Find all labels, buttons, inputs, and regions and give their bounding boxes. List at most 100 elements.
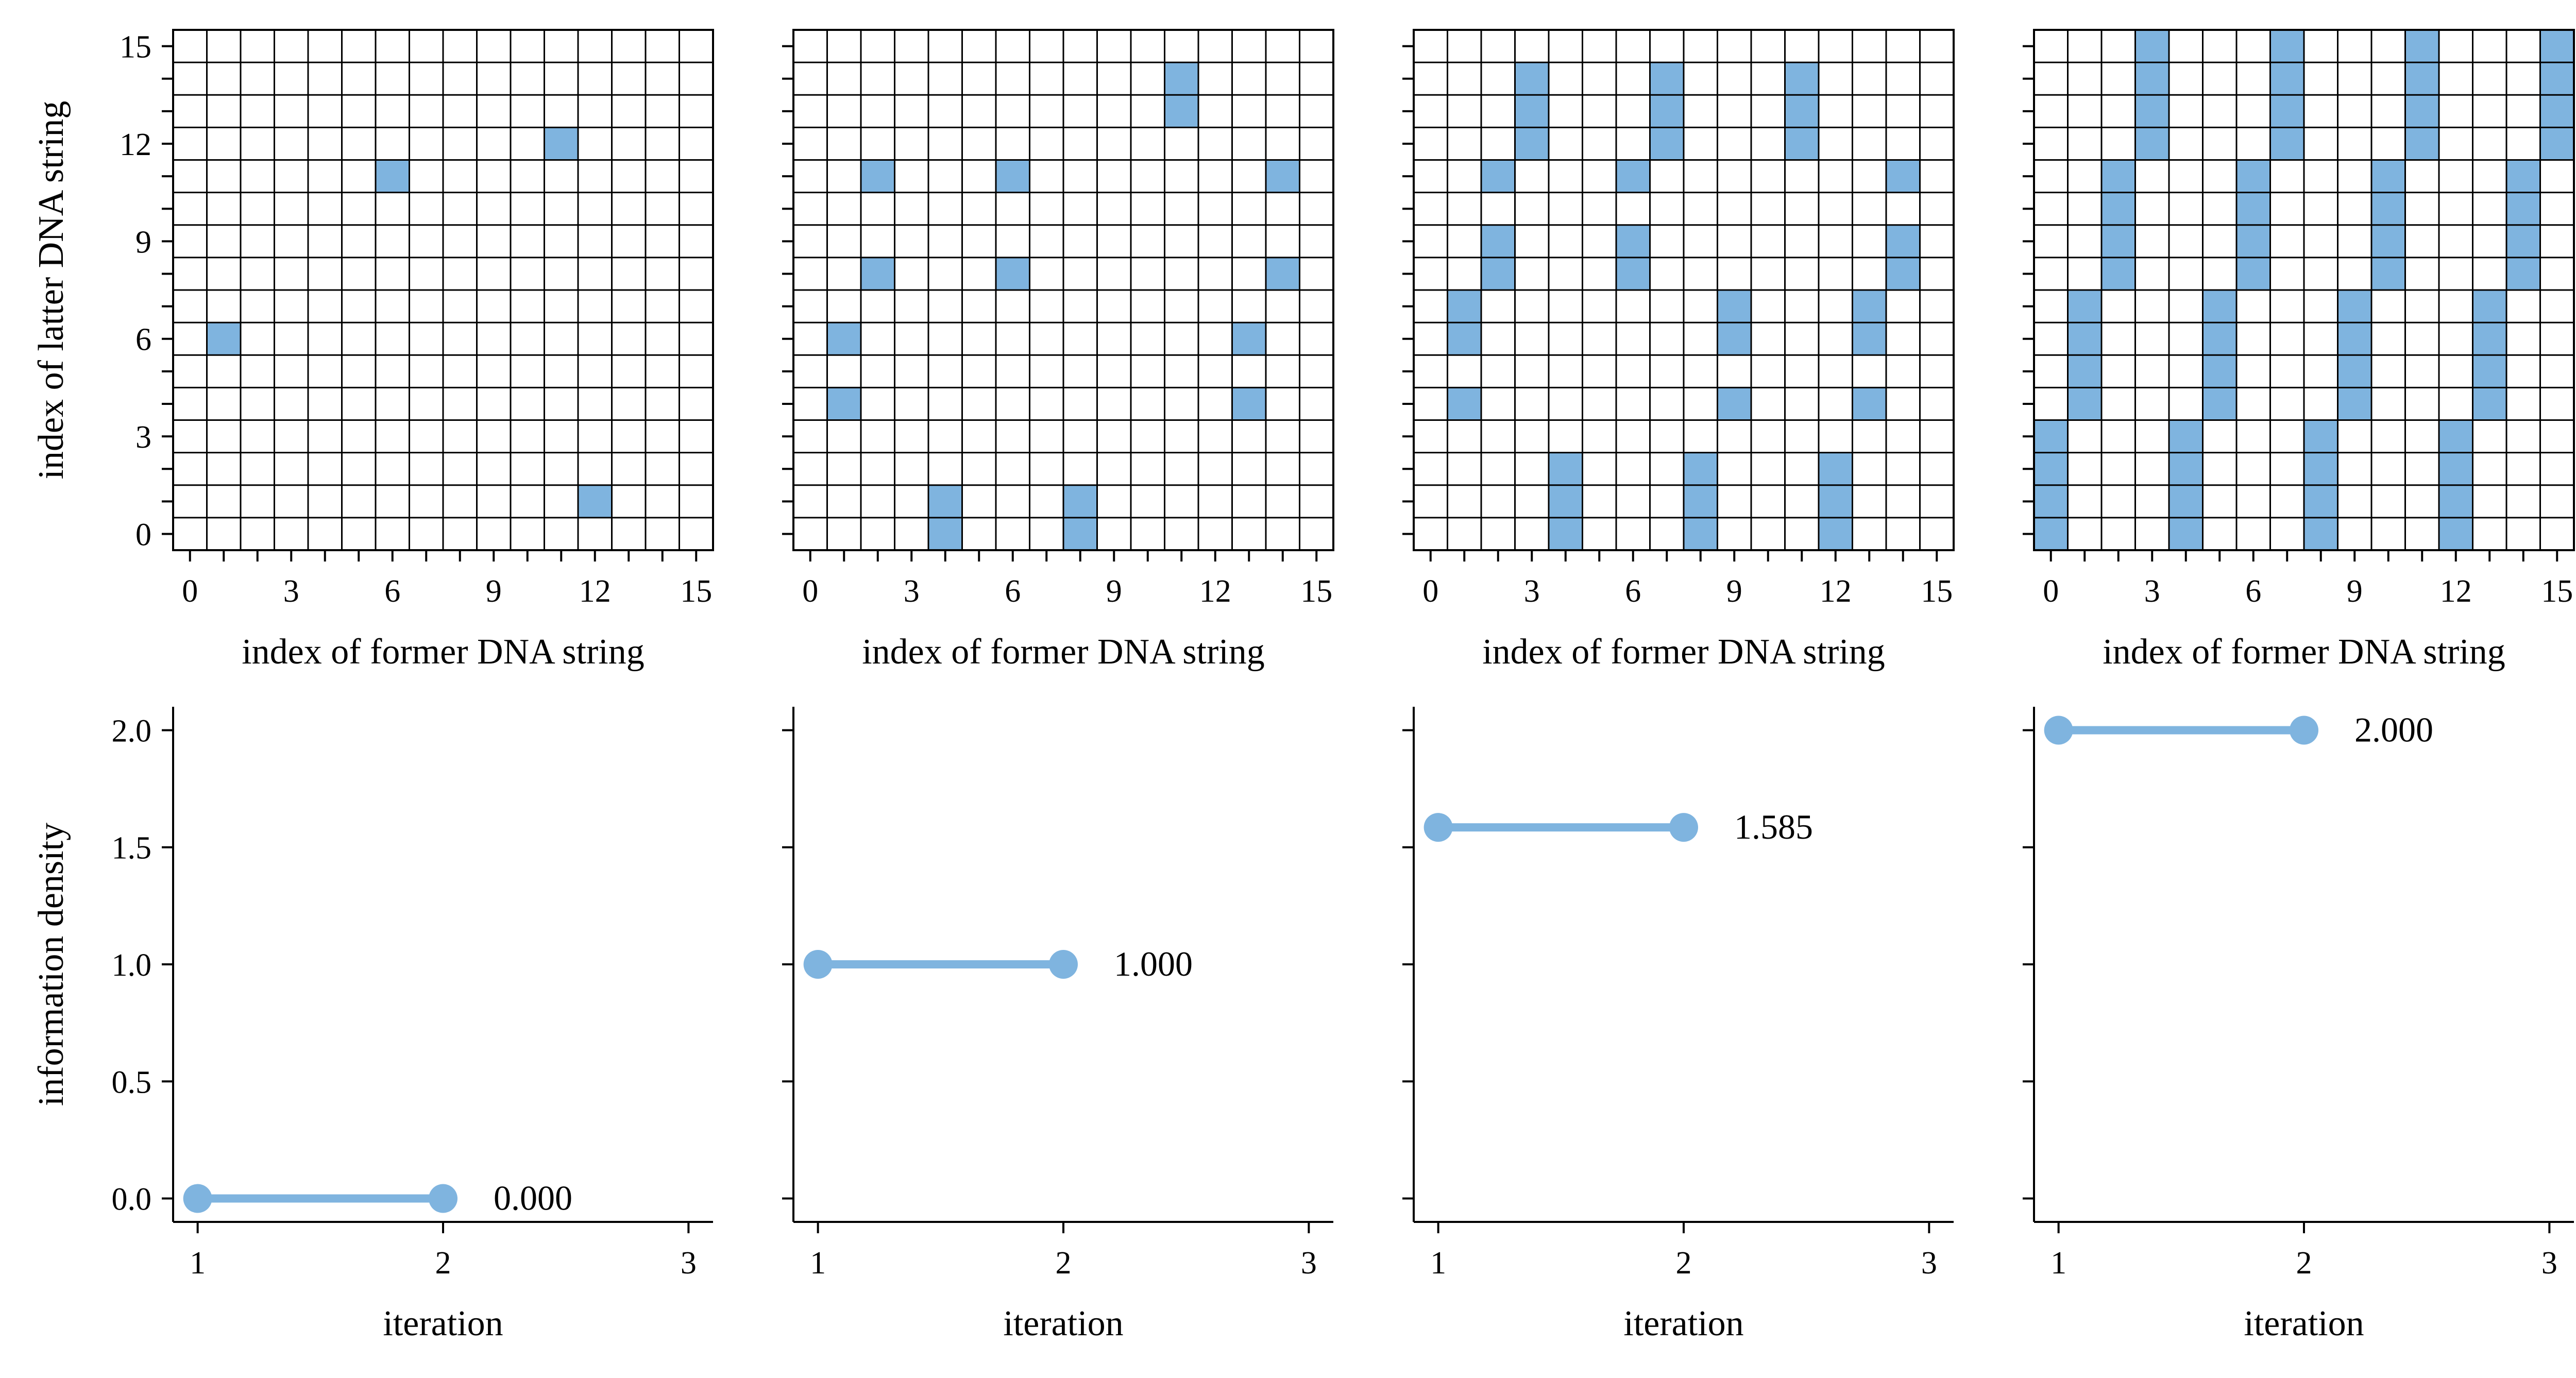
heatmap-cell [1852, 290, 1886, 323]
y-tick-label: 2.0 [112, 713, 152, 748]
x-axis-label: iteration [1003, 1304, 1123, 1343]
x-tick-label: 3 [1524, 574, 1540, 609]
heatmap-cell [1447, 290, 1481, 323]
x-axis-label: index of former DNA string [862, 632, 1265, 672]
heatmap-cell [1266, 257, 1300, 290]
heatmap-cell [2540, 30, 2574, 63]
heatmap-cell [1886, 257, 1920, 290]
heatmap-cell [1684, 485, 1718, 518]
heatmap-cell [2102, 225, 2136, 258]
heatmap-frame [2033, 29, 2575, 551]
heatmap-cell [2169, 452, 2203, 485]
heatmap-cell [2067, 355, 2102, 388]
heatmap-cell [1684, 452, 1718, 485]
x-tick-label: 6 [1625, 574, 1641, 609]
heatmap-cell [2405, 95, 2439, 128]
heatmap-cell [207, 322, 241, 355]
heatmap-cell [1717, 290, 1751, 323]
heatmap-cell [1447, 387, 1481, 420]
x-tick-label: 12 [1820, 574, 1852, 609]
heatmap-panel-3: 0 3 6 9 12 15 index of former DNA string [1402, 29, 1955, 672]
heatmap-cell [2304, 485, 2338, 518]
x-tick-label: 2 [2296, 1246, 2312, 1281]
heatmap-cell [2202, 355, 2236, 388]
line-panel-1: 1 2 3 0.0 0.5 1.0 1.5 2.0 0.000 iteration informat… [31, 707, 713, 1343]
heatmap-cell [2135, 62, 2169, 95]
heatmap-cell [2472, 290, 2506, 323]
line-panel-3: 1 2 3 1.585 iteration [1402, 707, 1954, 1343]
heatmap-cell [1616, 257, 1650, 290]
heatmap-cell [2304, 517, 2338, 550]
x-tick-label: 1 [1430, 1246, 1446, 1281]
heatmap-cell [1684, 517, 1718, 550]
heatmap-frame [792, 29, 1334, 551]
heatmap-cell [2371, 192, 2405, 225]
heatmap-cell [1549, 452, 1583, 485]
heatmap-cell [2540, 95, 2574, 128]
y-axis-label: index of latter DNA string [31, 101, 71, 480]
heatmap-cell [1549, 485, 1583, 518]
heatmap-frame [1413, 29, 1955, 551]
heatmap-cell [376, 160, 410, 193]
heatmap-cell [1717, 387, 1751, 420]
x-tick-label: 12 [2440, 574, 2472, 609]
heatmap-cell [996, 160, 1030, 193]
heatmap-cell [2371, 257, 2405, 290]
line-panel-4: 1 2 3 2.000 iteration [2023, 707, 2574, 1343]
heatmap-cell [2506, 257, 2540, 290]
heatmap-cell [2371, 225, 2405, 258]
heatmap-cell [1650, 62, 1684, 95]
heatmap-cell [1447, 322, 1481, 355]
heatmap-cell [1819, 517, 1853, 550]
y-tick-label: 1.5 [112, 831, 152, 866]
x-tick-label: 2 [1676, 1246, 1692, 1281]
x-tick-label: 12 [1199, 574, 1231, 609]
x-tick-label: 3 [2144, 574, 2160, 609]
heatmap-cell [1717, 322, 1751, 355]
x-tick-label: 9 [1106, 574, 1122, 609]
heatmap-cell [2337, 290, 2371, 323]
x-tick-label: 0 [802, 574, 818, 609]
heatmap-panel-1: 0 3 6 9 12 15 0 3 6 9 12 15 index of former DNA stri… [31, 29, 714, 672]
x-tick-label: 3 [681, 1246, 697, 1281]
heatmap-cell [1164, 62, 1198, 95]
heatmap-cell [1616, 225, 1650, 258]
y-axis-label: information density [31, 823, 71, 1106]
heatmap-cell [2034, 420, 2068, 453]
heatmap-cell [2270, 127, 2304, 160]
heatmap-panel-4: 0 3 6 9 12 15 index of former DNA string [2023, 29, 2575, 672]
x-tick-label: 9 [486, 574, 502, 609]
heatmap-cell [2202, 290, 2236, 323]
heatmap-cell [1785, 95, 1819, 128]
heatmap-cell [1515, 127, 1549, 160]
heatmap-cell [928, 517, 962, 550]
heatmap-cell [1616, 160, 1650, 193]
heatmap-cell [2169, 517, 2203, 550]
heatmap-frame [172, 29, 714, 551]
data-point [429, 1184, 457, 1213]
heatmap-cell [928, 485, 962, 518]
x-tick-label: 15 [2541, 574, 2573, 609]
x-tick-label: 15 [1921, 574, 1953, 609]
heatmap-cell [1481, 225, 1515, 258]
x-tick-label: 9 [2347, 574, 2363, 609]
data-point [1049, 950, 1078, 979]
heatmap-cell [2472, 322, 2506, 355]
heatmap-cell [1886, 225, 1920, 258]
heatmap-cell [2506, 192, 2540, 225]
x-tick-label: 1 [190, 1246, 206, 1281]
y-tick-label: 1.0 [112, 948, 152, 983]
y-tick-label: 9 [135, 225, 151, 260]
heatmap-cell [2337, 387, 2371, 420]
y-tick-label: 12 [120, 127, 151, 162]
heatmap-cell [2270, 95, 2304, 128]
data-point [2044, 716, 2073, 745]
x-tick-label: 6 [2245, 574, 2261, 609]
heatmap-cell [2135, 95, 2169, 128]
heatmap-cell [2236, 192, 2270, 225]
x-axis-label: iteration [1623, 1304, 1743, 1343]
heatmap-cell [2270, 62, 2304, 95]
x-tick-label: 0 [1422, 574, 1438, 609]
heatmap-cell [2304, 420, 2338, 453]
